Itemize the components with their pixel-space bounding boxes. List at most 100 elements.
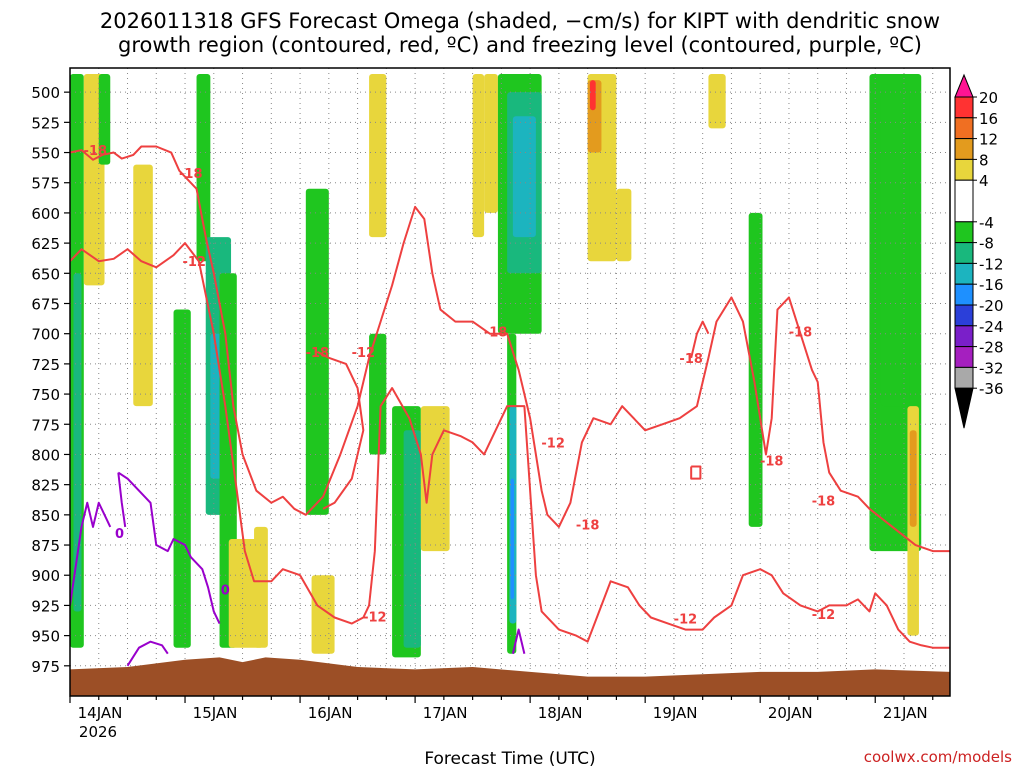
colorbar-bin	[954, 366, 974, 389]
omega-cell	[73, 273, 82, 612]
chart-title: 2026011318 GFS Forecast Omega (shaded, −…	[100, 9, 940, 57]
x-tick-label: 20JAN	[768, 704, 813, 722]
x-tick-label: 21JAN	[883, 704, 928, 722]
colorbar-legend: 20 16 12 8 4 -4 -8 -12 -16 -20 -24 -28 -32 -36	[954, 73, 1004, 429]
y-tick-label: 650	[31, 265, 60, 283]
colorbar-bin	[954, 158, 974, 181]
y-tick-label: 725	[31, 356, 60, 374]
omega-cell	[616, 188, 632, 262]
freezing-contour	[126, 640, 169, 667]
colorbar-label: -32	[979, 359, 1004, 377]
dendritic-contour-label: -18	[179, 167, 203, 182]
y-tick-label: 850	[31, 507, 60, 525]
x-axis-label: Forecast Time (UTC)	[424, 749, 595, 768]
x-tick-label: 18JAN	[538, 704, 583, 722]
x-tick-label: 17JAN	[423, 704, 468, 722]
omega-cell	[403, 430, 421, 648]
y-tick-label: 775	[31, 416, 60, 434]
y-tick-label: 625	[31, 235, 60, 253]
omega-cell	[484, 74, 498, 213]
y-tick-label: 900	[31, 567, 60, 585]
omega-cell	[420, 406, 450, 552]
colorbar-bin	[954, 283, 974, 306]
freezing-contour-label: 0	[221, 584, 230, 599]
dendritic-contour-label: -12	[541, 436, 565, 451]
plot-body: -18 -18 -12 -18 -12 -18 -12 -18 -18 -12 -18 -18 -18 -…	[70, 68, 950, 696]
omega-cell	[173, 309, 191, 648]
colorbar-label: -16	[979, 276, 1004, 294]
dendritic-contour	[316, 350, 365, 510]
colorbar-bin	[954, 346, 974, 368]
dendritic-contour	[690, 465, 702, 480]
freezing-contour	[70, 501, 112, 606]
colorbar-bin	[954, 96, 974, 119]
dendritic-contour-label: -12	[812, 608, 836, 623]
omega-cell	[909, 430, 917, 527]
colorbar-label: -24	[979, 318, 1004, 336]
freezing-contour	[117, 472, 127, 528]
omega-cell	[311, 575, 335, 654]
x-tick-label: 19JAN	[653, 704, 698, 722]
colorbar-cap-bottom	[954, 387, 974, 429]
omega-cell	[880, 92, 910, 407]
plot-area: -18 -18 -12 -18 -12 -18 -12 -18 -18 -12 -18 -18 -18 -…	[69, 67, 951, 697]
colorbar-bin	[954, 221, 974, 244]
colorbar-label: 20	[979, 89, 998, 107]
y-tick-label: 525	[31, 114, 60, 132]
omega-cell	[196, 74, 211, 262]
dendritic-contour-label: -18	[789, 325, 813, 340]
dendritic-contour-label: -18	[84, 144, 108, 159]
omega-cell	[369, 333, 387, 455]
dendritic-contour-label: -12	[674, 613, 698, 628]
y-tick-label: 975	[31, 658, 60, 676]
colorbar-bin	[954, 262, 974, 285]
y-axis: 500 525 550 575 600 625 650 675 700 725 750 775 800 8…	[31, 84, 70, 676]
colorbar-bin	[954, 138, 974, 160]
dendritic-contour-label: -18	[484, 325, 508, 340]
x-tick-label: 16JAN	[308, 704, 353, 722]
x-tick-label: 15JAN	[193, 704, 238, 722]
dendritic-contour	[70, 242, 950, 649]
dendritic-contour-label: -18	[306, 346, 330, 361]
credit-text: coolwx.com/models	[864, 748, 1012, 766]
y-tick-label: 950	[31, 628, 60, 646]
dendritic-contour-label: -18	[812, 494, 836, 509]
y-tick-label: 925	[31, 597, 60, 615]
dendritic-contour-label: -18	[679, 352, 703, 367]
omega-cell	[748, 212, 763, 527]
colorbar-label: -20	[979, 297, 1004, 315]
y-tick-label: 700	[31, 326, 60, 344]
dendritic-contour	[690, 320, 710, 359]
dendritic-contour-label: -12	[182, 255, 206, 270]
dendritic-contour-label: -18	[576, 519, 600, 534]
dendritic-contour-label: -12	[352, 346, 376, 361]
colorbar-bin	[954, 242, 974, 264]
y-tick-label: 600	[31, 205, 60, 223]
y-tick-label: 575	[31, 175, 60, 193]
colorbar-bin	[954, 304, 974, 327]
omega-cell	[98, 74, 111, 165]
colorbar-cap-top	[954, 73, 974, 98]
colorbar-label: 12	[979, 131, 998, 149]
colorbar-label: -36	[979, 380, 1004, 398]
freezing-contour	[511, 628, 526, 654]
title-line-2: growth region (contoured, red, ºC) and f…	[118, 33, 922, 57]
omega-cell	[510, 478, 515, 600]
dendritic-contour-label: -12	[363, 610, 387, 625]
omega-cell	[369, 74, 387, 238]
freezing-contour	[117, 471, 221, 624]
plot-frame	[69, 67, 951, 697]
dendritic-contour-label: -18	[760, 455, 784, 470]
title-line-1: 2026011318 GFS Forecast Omega (shaded, −…	[100, 9, 940, 33]
omega-cell	[133, 164, 153, 407]
colorbar-label: -4	[979, 214, 994, 232]
y-tick-label: 825	[31, 477, 60, 495]
colorbar-label: 16	[979, 110, 998, 128]
x-tick-sublabel: 2026	[79, 723, 117, 741]
omega-cell	[589, 80, 596, 111]
colorbar-bin	[954, 325, 974, 348]
freezing-contour-label: 0	[115, 527, 124, 542]
colorbar-label: -8	[979, 235, 994, 253]
